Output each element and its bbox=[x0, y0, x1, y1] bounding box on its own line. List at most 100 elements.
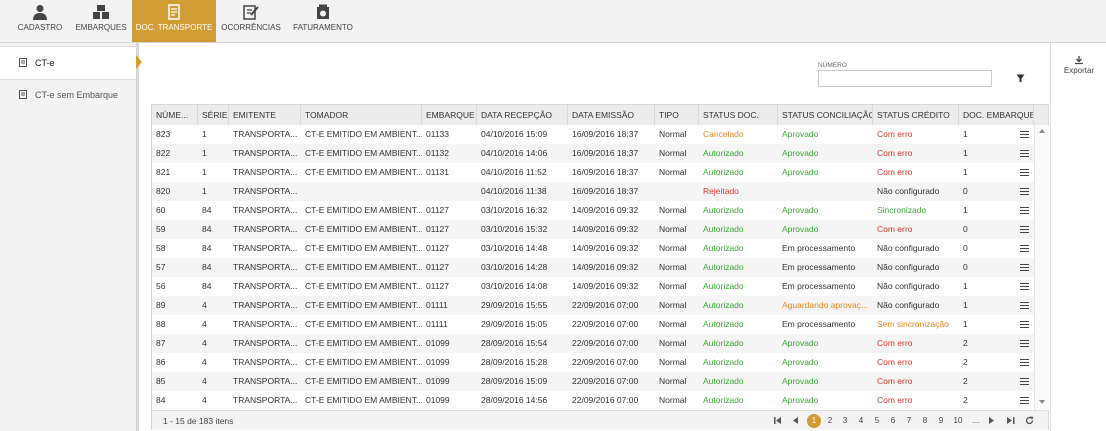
column-header[interactable]: EMBARQUE bbox=[422, 105, 477, 125]
export-button[interactable]: Exportar bbox=[1051, 53, 1106, 81]
row-menu[interactable] bbox=[1020, 359, 1029, 366]
row-menu[interactable] bbox=[1020, 245, 1029, 252]
page-link[interactable]: 5 bbox=[874, 416, 880, 425]
column-header[interactable]: DATA RECEPÇÃO bbox=[477, 105, 568, 125]
cell: 14/09/2016 09:32 bbox=[572, 262, 639, 272]
table-row[interactable]: 58 84 TRANSPORTA... CT-E EMITIDO EM AMBIENT… bbox=[152, 239, 1034, 258]
column-header[interactable]: STATUS DOC. bbox=[699, 105, 778, 125]
row-menu[interactable] bbox=[1020, 131, 1029, 138]
cell: 84 bbox=[202, 205, 212, 215]
column-header[interactable]: SÉRIE bbox=[198, 105, 229, 125]
table-row[interactable]: 822 1 TRANSPORTA... CT-E EMITIDO EM AMBIENT… bbox=[152, 144, 1034, 163]
cell: Autorizado bbox=[703, 300, 744, 310]
row-menu[interactable] bbox=[1020, 378, 1029, 385]
nav-item[interactable]: EMBARQUES bbox=[72, 0, 130, 42]
cell: 84 bbox=[202, 224, 212, 234]
row-menu[interactable] bbox=[1020, 207, 1029, 214]
cell: 22/09/2016 07:00 bbox=[572, 357, 639, 367]
page-link[interactable]: 9 bbox=[938, 416, 944, 425]
table-row[interactable]: 57 84 TRANSPORTA... CT-E EMITIDO EM AMBIENT… bbox=[152, 258, 1034, 277]
row-menu[interactable] bbox=[1020, 321, 1029, 328]
cell: Com erro bbox=[877, 129, 913, 139]
page-link[interactable]: ... bbox=[972, 416, 980, 425]
nav-item[interactable]: DOC. TRANSPORTE bbox=[132, 0, 216, 42]
page-link[interactable]: 7 bbox=[906, 416, 912, 425]
cell: Normal bbox=[659, 319, 687, 329]
page-link[interactable]: 10 bbox=[953, 416, 963, 425]
page-link[interactable]: 6 bbox=[890, 416, 896, 425]
cell: Em processamento bbox=[782, 319, 856, 329]
cell: 03/10/2016 14:48 bbox=[481, 243, 548, 253]
row-menu[interactable] bbox=[1020, 340, 1029, 347]
scrollbar[interactable] bbox=[1034, 125, 1049, 410]
cell: Normal bbox=[659, 129, 687, 139]
cell: Normal bbox=[659, 395, 687, 405]
row-menu[interactable] bbox=[1020, 169, 1029, 176]
cell: 22/09/2016 07:00 bbox=[572, 376, 639, 386]
table-row[interactable]: 87 4 TRANSPORTA... CT-E EMITIDO EM AMBIENT.… bbox=[152, 334, 1034, 353]
table-row[interactable]: 86 4 TRANSPORTA... CT-E EMITIDO EM AMBIENT.… bbox=[152, 353, 1034, 372]
table-row[interactable]: 85 4 TRANSPORTA... CT-E EMITIDO EM AMBIENT.… bbox=[152, 372, 1034, 391]
cell: 14/09/2016 09:32 bbox=[572, 224, 639, 234]
row-menu[interactable] bbox=[1020, 264, 1029, 271]
column-header[interactable]: STATUS CONCILIAÇÃO bbox=[778, 105, 873, 125]
cell: Autorizado bbox=[703, 243, 744, 253]
nav-label: OCORRÊNCIAS bbox=[221, 23, 281, 32]
cell: Com erro bbox=[877, 376, 913, 386]
table-row[interactable]: 84 4 TRANSPORTA... CT-E EMITIDO EM AMBIENT.… bbox=[152, 391, 1034, 410]
cell: CT-E EMITIDO EM AMBIENT... bbox=[305, 319, 422, 329]
cell: 04/10/2016 11:52 bbox=[481, 167, 547, 177]
refresh[interactable] bbox=[1025, 416, 1034, 425]
table-row[interactable]: 88 4 TRANSPORTA... CT-E EMITIDO EM AMBIENT.… bbox=[152, 315, 1034, 334]
row-menu[interactable] bbox=[1020, 397, 1029, 404]
sidebar-item[interactable]: CT-e bbox=[0, 46, 136, 80]
sidebar-item[interactable]: CT-e sem Embarque bbox=[0, 79, 136, 111]
table-row[interactable]: 821 1 TRANSPORTA... CT-E EMITIDO EM AMBIENT… bbox=[152, 163, 1034, 182]
last-page[interactable] bbox=[1007, 417, 1015, 424]
cell: CT-E EMITIDO EM AMBIENT... bbox=[305, 129, 422, 139]
cell: TRANSPORTA... bbox=[233, 357, 298, 367]
page-link[interactable]: 2 bbox=[827, 416, 833, 425]
row-menu[interactable] bbox=[1020, 283, 1029, 290]
prev-page[interactable] bbox=[793, 417, 799, 424]
number-input[interactable] bbox=[818, 70, 992, 87]
column-header[interactable]: NÚME... bbox=[152, 105, 198, 125]
column-header[interactable]: TIPO bbox=[655, 105, 699, 125]
table-row[interactable]: 59 84 TRANSPORTA... CT-E EMITIDO EM AMBIENT… bbox=[152, 220, 1034, 239]
page-link[interactable]: 1 bbox=[807, 414, 821, 428]
column-header[interactable]: EMITENTE bbox=[229, 105, 301, 125]
page-link[interactable]: 8 bbox=[922, 416, 928, 425]
column-header[interactable]: STATUS CRÉDITO bbox=[873, 105, 959, 125]
cell: 2 bbox=[963, 395, 968, 405]
row-menu[interactable] bbox=[1020, 188, 1029, 195]
table-row[interactable]: 820 1 TRANSPORTA... 04/10/2016 11:38 16/09/2… bbox=[152, 182, 1034, 201]
nav-label: EMBARQUES bbox=[75, 23, 127, 32]
page-link[interactable]: 3 bbox=[842, 416, 848, 425]
column-header[interactable]: DOC. EMBARQUE bbox=[959, 105, 1034, 125]
first-page[interactable] bbox=[774, 417, 782, 424]
cell: Autorizado bbox=[703, 148, 744, 158]
cell: 28/09/2016 14:56 bbox=[481, 395, 548, 405]
table-row[interactable]: 60 84 TRANSPORTA... CT-E EMITIDO EM AMBIENT… bbox=[152, 201, 1034, 220]
filter-icon[interactable] bbox=[1016, 74, 1025, 83]
column-header[interactable]: DATA EMISSÃO bbox=[568, 105, 655, 125]
table-row[interactable]: 56 84 TRANSPORTA... CT-E EMITIDO EM AMBIENT… bbox=[152, 277, 1034, 296]
cell: Com erro bbox=[877, 357, 913, 367]
row-menu[interactable] bbox=[1020, 226, 1029, 233]
cell: 03/10/2016 15:32 bbox=[481, 224, 548, 234]
column-header[interactable]: TOMADOR bbox=[301, 105, 422, 125]
cell: TRANSPORTA... bbox=[233, 281, 298, 291]
nav-item[interactable]: OCORRÊNCIAS bbox=[216, 0, 286, 42]
nav-item[interactable]: CADASTRO bbox=[8, 0, 72, 42]
cell: 4 bbox=[202, 357, 207, 367]
row-menu[interactable] bbox=[1020, 302, 1029, 309]
table-row[interactable]: 823 1 TRANSPORTA... CT-E EMITIDO EM AMBIENT… bbox=[152, 125, 1034, 144]
page-link[interactable]: 4 bbox=[858, 416, 864, 425]
table-row[interactable]: 89 4 TRANSPORTA... CT-E EMITIDO EM AMBIENT.… bbox=[152, 296, 1034, 315]
row-menu[interactable] bbox=[1020, 150, 1029, 157]
cell: 22/09/2016 07:00 bbox=[572, 319, 639, 329]
cell: CT-E EMITIDO EM AMBIENT... bbox=[305, 281, 422, 291]
next-page[interactable] bbox=[989, 417, 995, 424]
top-nav: CADASTRO EMBARQUES DOC. TRANSPORTE OCORRÊNC… bbox=[0, 0, 1106, 43]
nav-item[interactable]: FATURAMENTO bbox=[286, 0, 360, 42]
